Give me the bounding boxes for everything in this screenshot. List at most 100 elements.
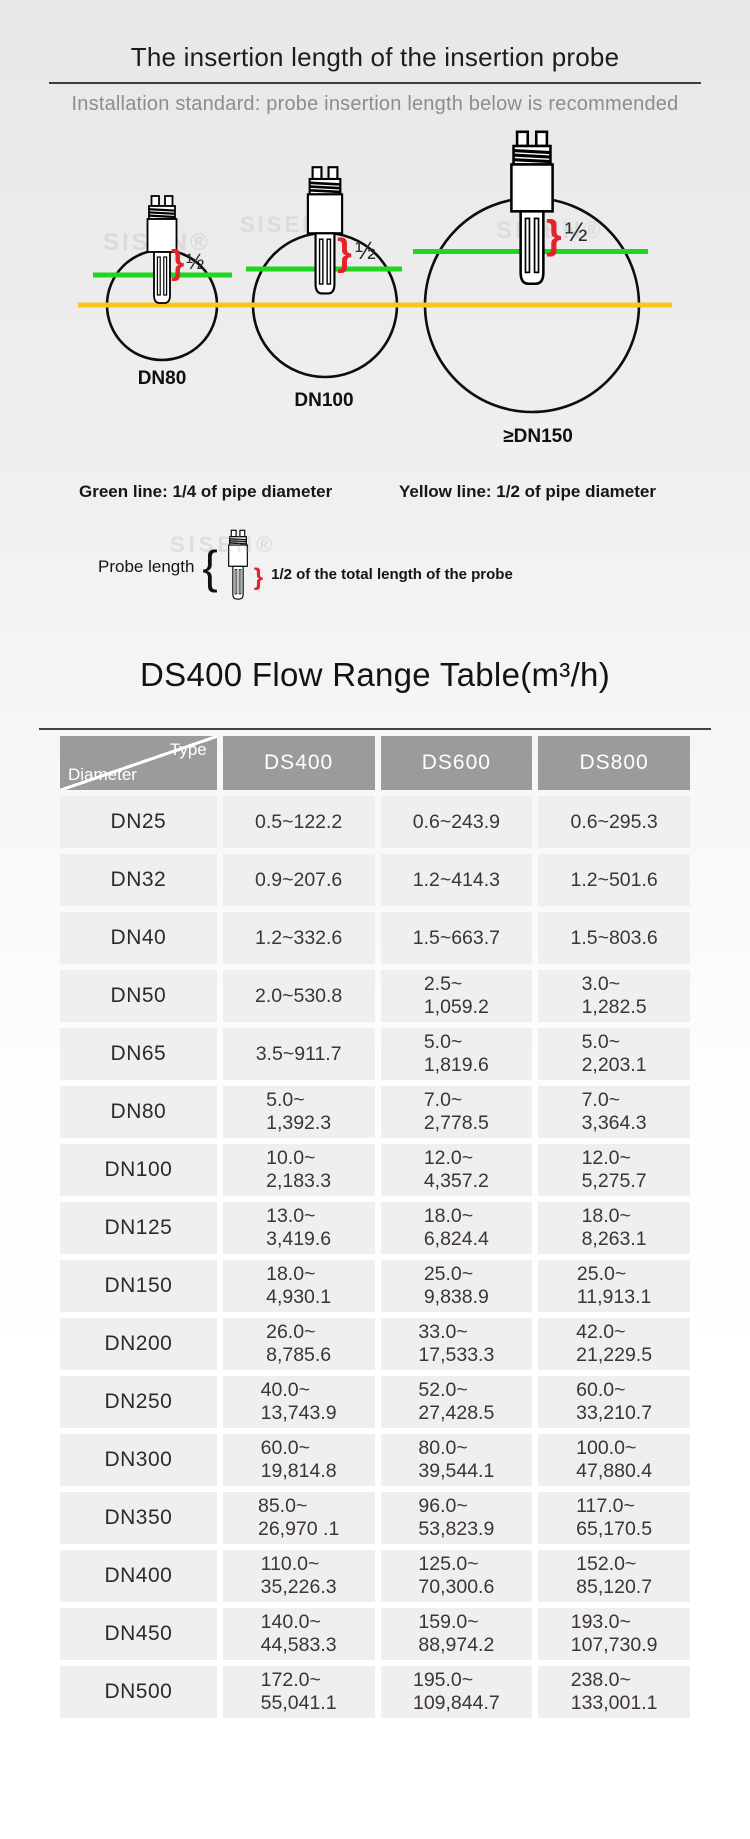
ds800-value-cell: 117.0~ 65,170.5: [538, 1492, 690, 1544]
table-row: DN40 1.2~332.6 1.5~663.7 1.5~803.6: [60, 912, 690, 964]
flow-range-value: 0.9~207.6: [254, 868, 343, 891]
half-marker-brace: }: [171, 244, 184, 282]
flow-range-value: 7.0~ 2,778.5: [423, 1089, 489, 1134]
flow-range-value: 85.0~ 26,970 .1: [257, 1495, 340, 1540]
table-row: DN50 2.0~530.8 2.5~ 1,059.2 3.0~ 1,282.5: [60, 970, 690, 1022]
table-row: DN250 40.0~ 13,743.9 52.0~ 27,428.5 60.0…: [60, 1376, 690, 1428]
ds600-value-cell: 12.0~ 4,357.2: [380, 1144, 533, 1196]
ds400-value-cell: 1.2~332.6: [222, 912, 375, 964]
ds400-value-cell: 140.0~ 44,583.3: [222, 1608, 375, 1660]
ds400-value-cell: 2.0~530.8: [222, 970, 375, 1022]
ds800-value-cell: 1.5~803.6: [538, 912, 690, 964]
flow-range-value: 238.0~ 133,001.1: [570, 1669, 658, 1714]
table-row: DN350 85.0~ 26,970 .1 96.0~ 53,823.9 117…: [60, 1492, 690, 1544]
ds800-value-cell: 193.0~ 107,730.9: [538, 1608, 690, 1660]
ds800-value-cell: 0.6~295.3: [538, 796, 690, 848]
ds800-value-cell: 238.0~ 133,001.1: [538, 1666, 690, 1718]
diameter-cell: DN80: [60, 1086, 217, 1138]
ds800-value-cell: 25.0~ 11,913.1: [538, 1260, 690, 1312]
flow-range-value: 25.0~ 9,838.9: [423, 1263, 489, 1308]
flow-range-value: 13.0~ 3,419.6: [266, 1205, 332, 1250]
ds800-value-cell: 5.0~ 2,203.1: [538, 1028, 690, 1080]
flow-range-value: 5.0~ 1,392.3: [266, 1089, 332, 1134]
ds800-value-cell: 12.0~ 5,275.7: [538, 1144, 690, 1196]
flow-range-value: 80.0~ 39,544.1: [418, 1437, 495, 1482]
ds400-value-cell: 5.0~ 1,392.3: [222, 1086, 375, 1138]
title-divider: [49, 82, 701, 84]
flow-range-value: 193.0~ 107,730.9: [570, 1611, 658, 1656]
diameter-cell: DN500: [60, 1666, 217, 1718]
ds400-value-cell: 26.0~ 8,785.6: [222, 1318, 375, 1370]
ds800-value-cell: 3.0~ 1,282.5: [538, 970, 690, 1022]
pipe-label-dn100: DN100: [294, 390, 353, 411]
flow-range-value: 1.2~501.6: [570, 868, 658, 891]
flow-range-value: 1.5~803.6: [570, 926, 658, 949]
flow-range-value: 3.5~911.7: [255, 1042, 342, 1065]
ds400-value-cell: 40.0~ 13,743.9: [222, 1376, 375, 1428]
pipe-insertion-diagram: SISEN® SISEN® SISEN® } ½ } ½ } ½ DN80 DN…: [78, 130, 672, 447]
table-row: DN450 140.0~ 44,583.3 159.0~ 88,974.2 19…: [60, 1608, 690, 1660]
ds600-value-cell: 33.0~ 17,533.3: [380, 1318, 533, 1370]
half-marker-brace: }: [546, 213, 562, 257]
ds400-value-cell: 0.9~207.6: [222, 854, 375, 906]
ds800-value-cell: 18.0~ 8,263.1: [538, 1202, 690, 1254]
brand-watermark: SISEN®: [170, 532, 277, 557]
ds800-value-cell: 1.2~501.6: [538, 854, 690, 906]
page-subtitle: Installation standard: probe insertion l…: [71, 93, 679, 115]
table-row: DN100 10.0~ 2,183.3 12.0~ 4,357.2 12.0~ …: [60, 1144, 690, 1196]
diameter-cell: DN200: [60, 1318, 217, 1370]
yellow-line-legend: Yellow line: 1/2 of pipe diameter: [399, 482, 656, 501]
flow-range-value: 60.0~ 19,814.8: [260, 1437, 337, 1482]
flow-range-value: 1.2~332.6: [254, 926, 343, 949]
flow-range-value: 117.0~ 65,170.5: [576, 1495, 653, 1540]
ds400-value-cell: 18.0~ 4,930.1: [222, 1260, 375, 1312]
diameter-cell: DN150: [60, 1260, 217, 1312]
half-marker-label: ½: [355, 237, 376, 265]
flow-range-value: 0.6~295.3: [570, 810, 658, 833]
ds800-value-cell: 60.0~ 33,210.7: [538, 1376, 690, 1428]
flow-range-value: 18.0~ 4,930.1: [266, 1263, 332, 1308]
flow-range-value: 12.0~ 4,357.2: [423, 1147, 489, 1192]
ds600-value-cell: 1.2~414.3: [380, 854, 533, 906]
ds600-value-cell: 52.0~ 27,428.5: [380, 1376, 533, 1428]
diameter-cell: DN300: [60, 1434, 217, 1486]
column-header-ds600: DS600: [380, 736, 533, 790]
red-brace: }: [253, 564, 264, 591]
table-row: DN400 110.0~ 35,226.3 125.0~ 70,300.6 15…: [60, 1550, 690, 1602]
probe-length-label: Probe length: [98, 557, 195, 576]
table-header-row: Type Diameter DS400 DS600 DS800: [60, 736, 690, 790]
ds400-value-cell: 60.0~ 19,814.8: [222, 1434, 375, 1486]
flow-range-table: Type Diameter DS400 DS600 DS800 DN25 0.5…: [54, 730, 696, 1724]
ds600-value-cell: 7.0~ 2,778.5: [380, 1086, 533, 1138]
flow-range-value: 3.0~ 1,282.5: [581, 973, 647, 1018]
pipe-label-dn80: DN80: [138, 368, 187, 389]
line-legend: Green line: 1/4 of pipe diameter Yellow …: [0, 482, 750, 504]
diameter-cell: DN100: [60, 1144, 217, 1196]
ds600-value-cell: 195.0~ 109,844.7: [380, 1666, 533, 1718]
ds600-value-cell: 1.5~663.7: [380, 912, 533, 964]
ds600-value-cell: 80.0~ 39,544.1: [380, 1434, 533, 1486]
diameter-cell: DN250: [60, 1376, 217, 1428]
flow-table-body: DN25 0.5~122.2 0.6~243.9 0.6~295.3 DN32 …: [60, 796, 690, 1718]
flow-range-value: 0.5~122.2: [254, 810, 343, 833]
flow-range-value: 5.0~ 1,819.6: [423, 1031, 489, 1076]
ds800-value-cell: 7.0~ 3,364.3: [538, 1086, 690, 1138]
ds400-value-cell: 110.0~ 35,226.3: [222, 1550, 375, 1602]
brand-watermark: SISEN®: [496, 217, 604, 244]
ds600-value-cell: 18.0~ 6,824.4: [380, 1202, 533, 1254]
column-header-ds800: DS800: [538, 736, 690, 790]
ds400-value-cell: 13.0~ 3,419.6: [222, 1202, 375, 1254]
half-marker-label: ½: [186, 249, 204, 274]
table-row: DN65 3.5~911.7 5.0~ 1,819.6 5.0~ 2,203.1: [60, 1028, 690, 1080]
flow-range-value: 195.0~ 109,844.7: [412, 1669, 500, 1714]
diameter-cell: DN32: [60, 854, 217, 906]
half-marker-label: ½: [565, 217, 588, 247]
flow-range-value: 10.0~ 2,183.3: [266, 1147, 332, 1192]
ds400-value-cell: 85.0~ 26,970 .1: [222, 1492, 375, 1544]
diameter-cell: DN400: [60, 1550, 217, 1602]
half-marker-brace: }: [337, 232, 352, 274]
ds600-value-cell: 159.0~ 88,974.2: [380, 1608, 533, 1660]
table-row: DN32 0.9~207.6 1.2~414.3 1.2~501.6: [60, 854, 690, 906]
table-row: DN125 13.0~ 3,419.6 18.0~ 6,824.4 18.0~ …: [60, 1202, 690, 1254]
